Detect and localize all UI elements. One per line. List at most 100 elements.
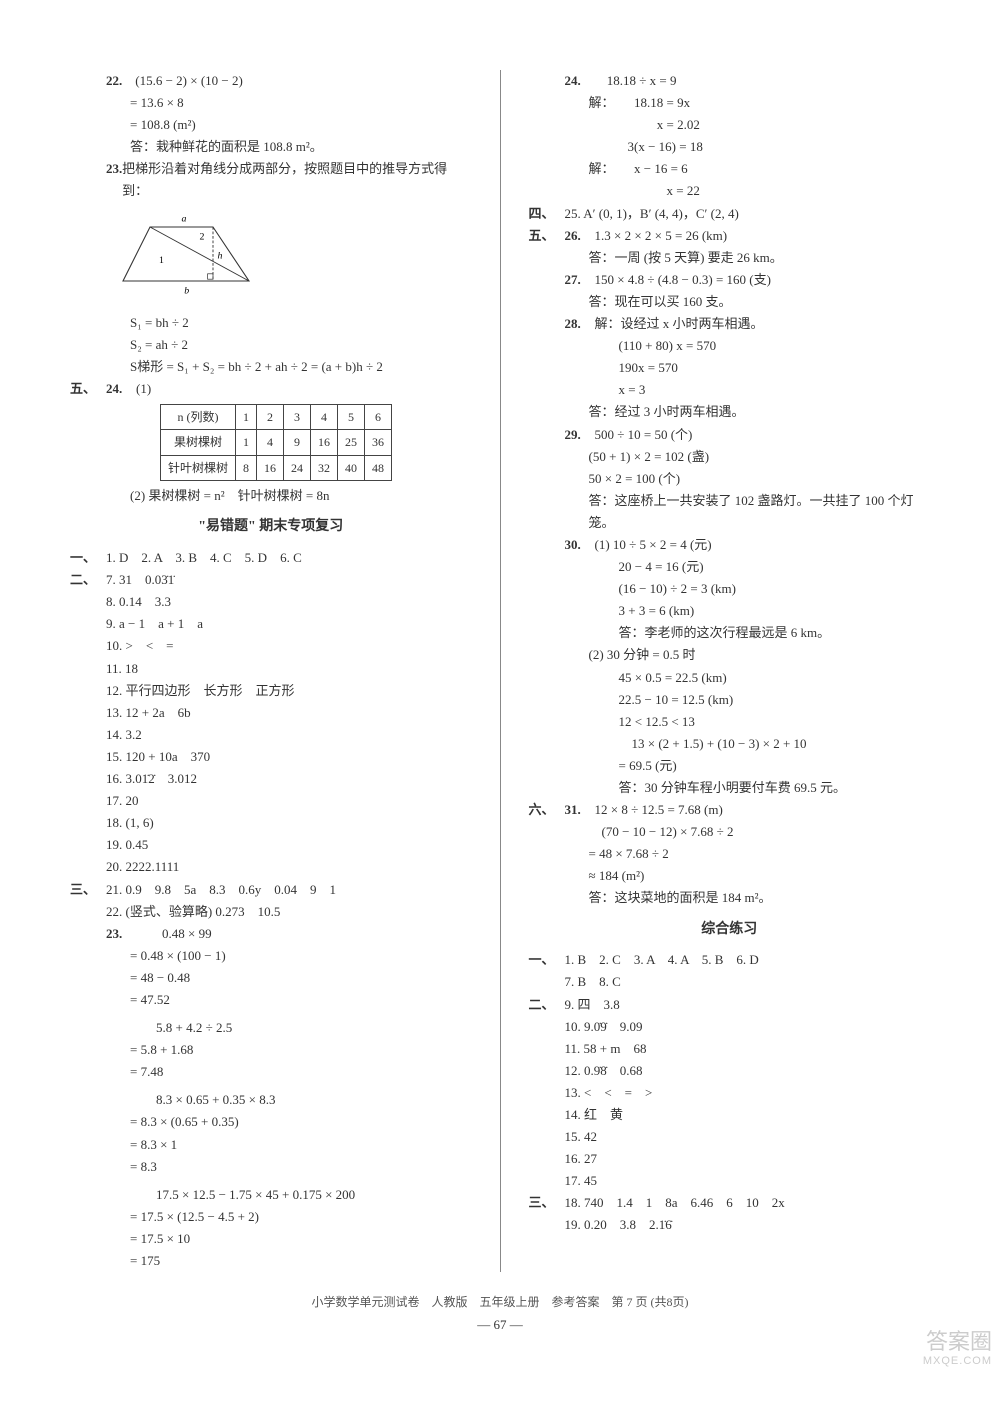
s3-q23-b3-2: = 8.3 × 1 <box>70 1134 472 1156</box>
cs3: 三、 18. 740 1.4 1 8a 6.46 6 10 2x <box>529 1192 931 1214</box>
cell: 1 <box>236 430 257 455</box>
cs2-q10: 10. 9.0̇9̇ 9.09 <box>529 1016 931 1038</box>
cell: 针叶树棵树 <box>161 455 236 480</box>
s3-q23-b1-2: = 48 − 0.48 <box>70 967 472 989</box>
cell: 1 <box>236 405 257 430</box>
label-1: 1 <box>159 255 164 266</box>
s2-q16: 16. 3.01̇2̇ 3.012 <box>70 768 472 790</box>
s3-q23-b3-3: = 8.3 <box>70 1156 472 1178</box>
s1-label: 一、 <box>70 547 106 569</box>
r-q31-num: 31. <box>565 799 595 821</box>
r-q28-l2: (110 + 80) x = 570 <box>529 335 931 357</box>
cell: 4 <box>311 405 338 430</box>
r-q29-num: 29. <box>565 424 595 446</box>
r-q30-p1-0: (1) 10 ÷ 5 × 2 = 4 (元) <box>595 534 712 556</box>
q22-num: 22. <box>70 70 122 92</box>
s2-q13: 13. 12 + 2a 6b <box>70 702 472 724</box>
r-q29: 29. 500 ÷ 10 = 50 (个) <box>529 424 931 446</box>
q23-text: 把梯形沿着对角线分成两部分，按照题目中的推导方式得到： <box>122 158 471 202</box>
s3-q23-b2-0: 5.8 + 4.2 ÷ 2.5 <box>70 1017 472 1039</box>
cell: 40 <box>338 455 365 480</box>
q24-table: n (列数) 1 2 3 4 5 6 果树棵树 1 4 9 16 2 <box>160 404 392 481</box>
s3-q22: 22. (竖式、验算略) 0.273 10.5 <box>70 901 472 923</box>
left-column: 22. (15.6 − 2) × (10 − 2) = 13.6 × 8 = 1… <box>70 70 472 1272</box>
r-q24: 24. 18.18 ÷ x = 9 <box>529 70 931 92</box>
r-q30: 30. (1) 10 ÷ 5 × 2 = 4 (元) <box>529 534 931 556</box>
r-q31-l1: 12 × 8 ÷ 12.5 = 7.68 (m) <box>595 799 723 821</box>
q23-f3: S梯形 = S₁ + S₂ = bh ÷ 2 + ah ÷ 2 = (a + b… <box>70 356 472 378</box>
q22-l1: (15.6 − 2) × (10 − 2) <box>122 70 243 92</box>
cs2-q11: 11. 58 + m 68 <box>529 1038 931 1060</box>
s2-q8: 8. 0.14 3.3 <box>70 591 472 613</box>
r-q30-p2-5: = 69.5 (元) <box>529 755 931 777</box>
s2-q20: 20. 2222.1111 <box>70 856 472 878</box>
r-q24-l3: x = 2.02 <box>529 114 931 136</box>
r-q27-l2: 答：现在可以买 160 支。 <box>529 291 931 313</box>
r-q30-p1-1: 20 − 4 = 16 (元) <box>529 556 931 578</box>
r-q28-l4: x = 3 <box>529 379 931 401</box>
q24-num: 24. <box>106 378 136 400</box>
cs3-q19: 19. 0.20 3.8 2.1̇6̇ <box>529 1214 931 1236</box>
q22: 22. (15.6 − 2) × (10 − 2) <box>70 70 472 92</box>
r-q31-l3: = 48 × 7.68 ÷ 2 <box>529 843 931 865</box>
r-q30-p2-3: 12 < 12.5 < 13 <box>529 711 931 733</box>
cs2-q13: 13. < < = > <box>529 1082 931 1104</box>
two-columns: 22. (15.6 − 2) × (10 − 2) = 13.6 × 8 = 1… <box>70 70 930 1272</box>
cell: 48 <box>365 455 392 480</box>
r-q31-l5: 答：这块菜地的面积是 184 m²。 <box>529 887 931 909</box>
r-q26-l2: 答：一周 (按 5 天算) 要走 26 km。 <box>529 247 931 269</box>
s3-q23-b2-1: = 5.8 + 1.68 <box>70 1039 472 1061</box>
cell: 6 <box>365 405 392 430</box>
cell: 16 <box>311 430 338 455</box>
r-q26-l1: 1.3 × 2 × 2 × 5 = 26 (km) <box>595 225 728 247</box>
sec4: 四、 25. A′ (0, 1)，B′ (4, 4)，C′ (2, 4) <box>529 203 931 225</box>
cell: 2 <box>257 405 284 430</box>
sec1: 一、 1. D 2. A 3. B 4. C 5. D 6. C <box>70 547 472 569</box>
page-footer: 小学数学单元测试卷 人教版 五年级上册 参考答案 第 7 页 (共8页) <box>70 1292 930 1312</box>
s3-q23: 23. 0.48 × 99 <box>70 923 472 945</box>
s3-q23-b1-1: = 0.48 × (100 − 1) <box>70 945 472 967</box>
s2-q10: 10. > < = <box>70 635 472 657</box>
q24-sub1: (1) <box>136 378 151 400</box>
r-q28-num: 28. <box>565 313 595 335</box>
s3-q23-b4-3: = 175 <box>70 1250 472 1272</box>
cell: 8 <box>236 455 257 480</box>
cs2-q16: 16. 27 <box>529 1148 931 1170</box>
r-q28-l3: 190x = 570 <box>529 357 931 379</box>
cell: 25 <box>338 430 365 455</box>
r-q28: 28. 解：设经过 x 小时两车相遇。 <box>529 313 931 335</box>
table-row: 果树棵树 1 4 9 16 25 36 <box>161 430 392 455</box>
r-q30-p2-0: (2) 30 分钟 = 0.5 时 <box>529 644 931 666</box>
cs1-l2: 7. B 8. C <box>529 971 931 993</box>
r-q24-l4: 3(x − 16) = 18 <box>529 136 931 158</box>
cell: 4 <box>257 430 284 455</box>
s2-q17: 17. 20 <box>70 790 472 812</box>
r-q30-p2-1: 45 × 0.5 = 22.5 (km) <box>529 667 931 689</box>
sec5r: 五、 26. 1.3 × 2 × 2 × 5 = 26 (km) <box>529 225 931 247</box>
q23-f2: S₂ = ah ÷ 2 <box>70 334 472 356</box>
cell: 9 <box>284 430 311 455</box>
s4-label: 四、 <box>529 203 565 225</box>
r-q24-l1: 18.18 ÷ x = 9 <box>581 70 677 92</box>
cs2-q9: 9. 四 3.8 <box>565 994 620 1016</box>
r-q28-l1: 解：设经过 x 小时两车相遇。 <box>595 313 764 335</box>
s3-q23-b1-0: 0.48 × 99 <box>136 923 212 945</box>
cs2-label: 二、 <box>529 994 565 1016</box>
s2-label: 二、 <box>70 569 106 591</box>
sec2: 二、 7. 31 0.03̇1̇ <box>70 569 472 591</box>
s6-label: 六、 <box>529 799 565 821</box>
s2-q19: 19. 0.45 <box>70 834 472 856</box>
column-divider <box>500 70 501 1272</box>
s1-text: 1. D 2. A 3. B 4. C 5. D 6. C <box>106 547 302 569</box>
q22-l3: = 108.8 (m²) <box>70 114 472 136</box>
watermark-main: 答案圈 <box>923 1329 992 1355</box>
sec6: 六、 31. 12 × 8 ÷ 12.5 = 7.68 (m) <box>529 799 931 821</box>
r-q30-p1-2: (16 − 10) ÷ 2 = 3 (km) <box>529 578 931 600</box>
title2: 综合练习 <box>529 918 931 942</box>
r-q26-num: 26. <box>565 225 595 247</box>
trapezoid-figure: a b h 1 2 <box>106 209 266 299</box>
q23-f1: S₁ = bh ÷ 2 <box>70 312 472 334</box>
r-q29-l2: (50 + 1) × 2 = 102 (盏) <box>529 446 931 468</box>
watermark-sub: MXQE.COM <box>923 1355 992 1368</box>
cell: 果树棵树 <box>161 430 236 455</box>
